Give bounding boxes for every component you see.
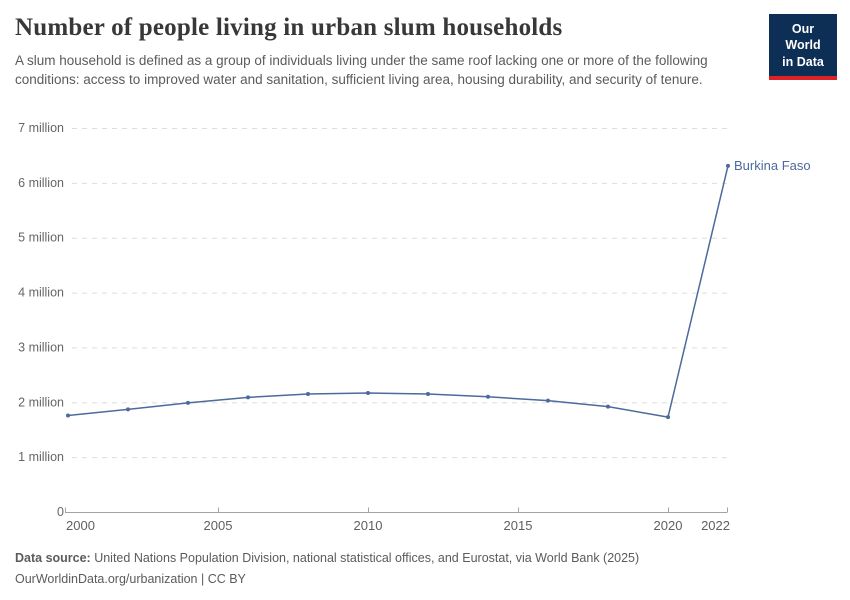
x-axis-label: 2005 — [204, 518, 233, 533]
chart-title: Number of people living in urban slum ho… — [15, 14, 563, 41]
x-axis-label: 2022 — [701, 518, 730, 533]
owid-logo[interactable]: Our World in Data — [769, 14, 837, 80]
data-point[interactable] — [486, 394, 490, 399]
x-axis-label: 2000 — [66, 518, 95, 533]
y-axis-label: 1 million — [18, 450, 64, 464]
y-axis-label: 5 million — [18, 231, 64, 245]
data-source-line: Data source: United Nations Population D… — [15, 548, 639, 569]
data-point[interactable] — [666, 415, 670, 420]
chart-subtitle: A slum household is defined as a group o… — [15, 53, 708, 87]
owid-logo-line-1: Our World — [785, 22, 821, 53]
y-axis-label: 7 million — [18, 121, 64, 135]
x-axis-label: 2020 — [654, 518, 683, 533]
data-source-label: Data source: — [15, 551, 91, 565]
data-series-line[interactable] — [67, 165, 729, 418]
series-end-label: Burkina Faso — [734, 158, 811, 173]
data-point[interactable] — [726, 163, 730, 168]
data-point[interactable] — [246, 395, 250, 400]
y-axis-label: 2 million — [18, 395, 64, 409]
citation-line: OurWorldinData.org/urbanization | CC BY — [15, 571, 246, 586]
data-source-text: United Nations Population Division, nati… — [90, 551, 640, 565]
x-axis-label: 2010 — [354, 518, 383, 533]
data-point[interactable] — [126, 407, 130, 412]
data-point[interactable] — [186, 400, 190, 405]
header: Number of people living in urban slum ho… — [15, 13, 837, 90]
data-point[interactable] — [426, 392, 430, 397]
owid-logo-line-2: in Data — [782, 54, 824, 69]
data-point[interactable] — [366, 390, 370, 395]
y-axis-label: 0 — [57, 505, 64, 519]
y-axis-label: 6 million — [18, 176, 64, 190]
data-point[interactable] — [546, 398, 550, 403]
footer: Data source: United Nations Population D… — [15, 548, 639, 589]
x-axis-label: 2015 — [504, 518, 533, 533]
title-block: Number of people living in urban slum ho… — [15, 13, 745, 90]
data-point[interactable] — [66, 413, 70, 418]
data-point[interactable] — [606, 404, 610, 409]
y-axis-label: 4 million — [18, 286, 64, 300]
data-point[interactable] — [306, 392, 310, 397]
y-axis-label: 3 million — [18, 340, 64, 354]
